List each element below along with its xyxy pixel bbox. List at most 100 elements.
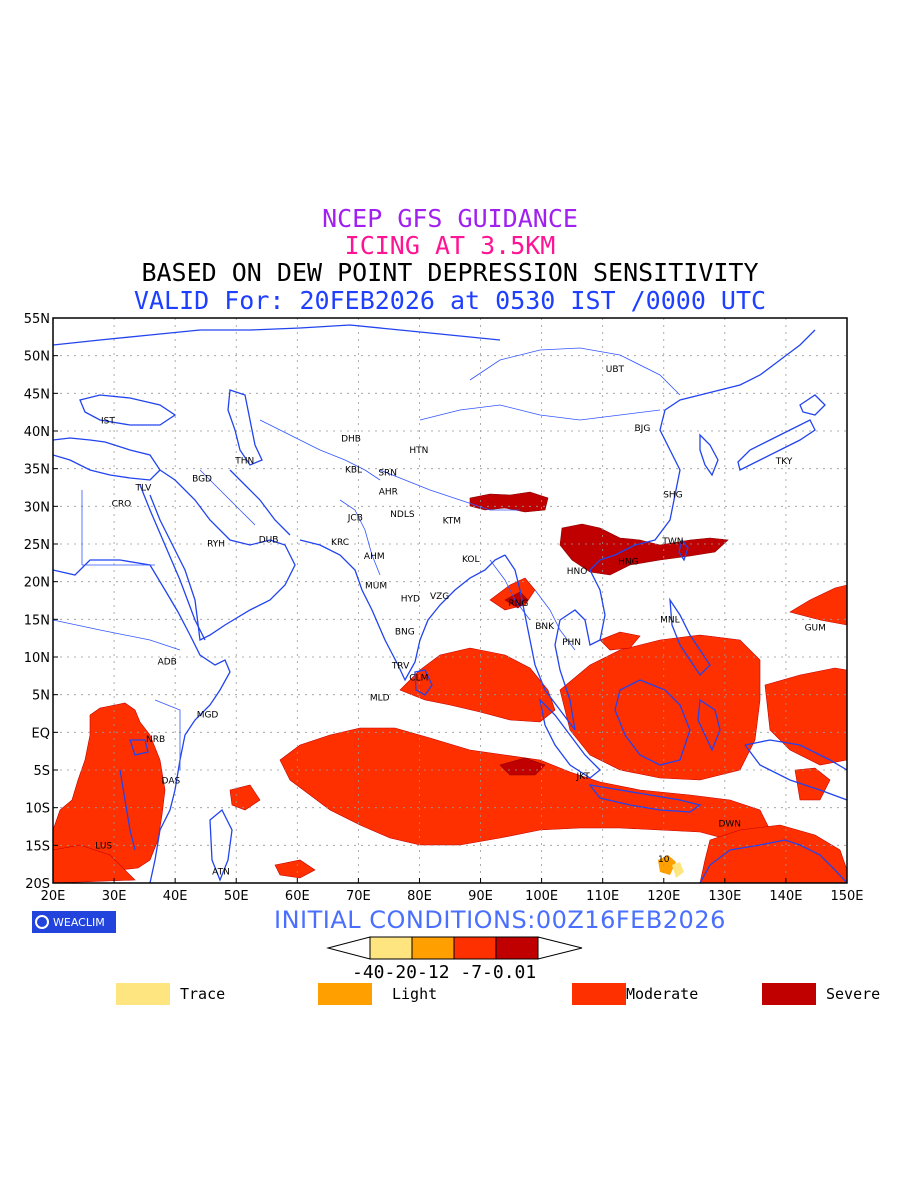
longitude-labels: 20E 30E 40E 50E 60E 70E 80E 90E 100E 110E 120E 130E… — [41, 889, 864, 904]
legend-severe-swatch — [762, 983, 816, 1005]
icing-region-pacific-e — [794, 767, 831, 801]
lat-label: 5S — [33, 764, 50, 779]
coast-australia-north — [699, 839, 847, 883]
weaclim-brand: WEACLIM — [53, 915, 105, 929]
border-china-india — [379, 469, 520, 511]
latitude-labels: 55N 50N 45N 40N 35N 30N 25N 20N 15N 10N 5N EQ 5S 10S 1… — [24, 312, 50, 892]
station-label: JKT — [575, 772, 590, 782]
severe-region-south-china — [559, 523, 729, 576]
weaclim-logo-icon — [35, 915, 49, 929]
lat-label: 55N — [24, 312, 50, 327]
coast-madagascar — [209, 808, 233, 882]
border-egypt — [81, 490, 155, 566]
lon-label: 90E — [468, 889, 493, 904]
title-line-2: ICING AT 3.5KM — [344, 231, 556, 260]
coast-sri-lanka — [414, 669, 433, 696]
colorbar-light-cell — [411, 936, 455, 960]
station-label: CLM — [409, 673, 428, 683]
legend-moderate-label: Moderate — [626, 985, 699, 1003]
map-frame — [52, 317, 848, 884]
coast-east-africa-lakes — [119, 769, 136, 851]
legend-trace-label: Trace — [180, 985, 226, 1003]
icing-region-madagascar-s — [274, 859, 316, 879]
colorbar-moderate-cell — [453, 936, 497, 960]
borders — [53, 347, 681, 770]
station-label: TWN — [661, 537, 683, 547]
legend-light: Light — [318, 983, 437, 1005]
station-label: VZG — [430, 592, 449, 602]
title-line-3: BASED ON DEW POINT DEPRESSION SENSITIVIT… — [141, 258, 759, 287]
title-line-4: VALID For: 20FEB2026 at 0530 IST /0000 U… — [133, 286, 767, 315]
icing-region-light — [658, 855, 676, 875]
station-label: PHN — [562, 638, 581, 648]
coast-java — [588, 784, 702, 813]
lat-label: 30N — [24, 500, 50, 515]
legend-trace: Trace — [116, 983, 225, 1005]
icing-region-north-australia — [699, 824, 847, 883]
icing-region-trace — [672, 862, 684, 878]
lat-label: 40N — [24, 425, 50, 440]
coast-taiwan — [678, 538, 689, 562]
border-india-pakistan — [339, 499, 381, 576]
station-label: TRV — [391, 661, 410, 671]
lat-label: 10S — [25, 802, 50, 817]
border-sudan — [53, 619, 181, 651]
station-label: NRB — [146, 735, 165, 745]
station-label: HTN — [409, 446, 428, 456]
lon-label: 120E — [647, 889, 680, 904]
lon-label: 30E — [102, 889, 127, 904]
lon-label: 150E — [830, 889, 863, 904]
icing-region-bay-of-bengal — [399, 647, 556, 723]
station-label: DWN — [718, 820, 741, 830]
lon-label: 60E — [285, 889, 310, 904]
station-label: LUS — [95, 841, 112, 851]
border-myanmar — [489, 559, 531, 621]
station-label: DHB — [341, 435, 361, 445]
lon-label: 130E — [708, 889, 741, 904]
icing-region-west-pacific — [764, 667, 847, 766]
coast-borneo — [614, 679, 691, 766]
icing-region-sea-east — [599, 631, 641, 651]
station-label: MGD — [197, 710, 219, 720]
coast-lake-victoria — [129, 739, 149, 756]
lon-label: 20E — [41, 889, 66, 904]
station-label: TKY — [775, 457, 793, 467]
station-label: DUB — [259, 535, 279, 545]
icing-region-small-sw — [229, 784, 261, 811]
lat-label: 15N — [24, 613, 50, 628]
coast-black-sea — [79, 394, 177, 426]
station-label: RNG — [508, 599, 528, 609]
coast-africa-east — [53, 559, 231, 883]
station-label: UBT — [606, 365, 625, 375]
legend-trace-swatch — [116, 983, 170, 1005]
station-layer: UBT BJG TKY SHG TWN HNG HNO MNL GUM BNK PHN RNG KOL K… — [95, 365, 826, 877]
station-label: NDLS — [390, 510, 415, 520]
station-label: KBL — [345, 465, 362, 475]
station-label: ATN — [212, 868, 230, 878]
station-label: BGD — [192, 474, 212, 484]
lon-label: 140E — [769, 889, 802, 904]
lat-label: 50N — [24, 350, 50, 365]
station-label: 10 — [658, 855, 670, 865]
coast-philippines — [669, 597, 711, 677]
station-label: MNL — [660, 615, 680, 625]
coast-sumatra — [538, 698, 601, 779]
lon-label: 40E — [163, 889, 188, 904]
station-label: BNK — [535, 622, 555, 632]
lat-label: EQ — [32, 726, 50, 741]
border-thailand — [534, 589, 576, 651]
station-label: THN — [234, 456, 254, 466]
colorbar-left-arrow — [326, 936, 371, 960]
coast-japan — [737, 419, 816, 471]
colorbar-tick-labels: -40-20-12 -7-0.01 — [352, 962, 537, 983]
border-china-north — [419, 404, 661, 421]
colorbar-right-arrow — [537, 936, 583, 960]
station-label: HNG — [618, 557, 639, 567]
weaclim-badge: WEACLIM — [32, 911, 116, 933]
lat-label: 5N — [32, 689, 50, 704]
coast-se-asia — [504, 329, 816, 731]
colorbar — [326, 936, 583, 960]
icing-region-africa-sw — [53, 844, 136, 883]
station-label: MUM — [365, 581, 387, 591]
